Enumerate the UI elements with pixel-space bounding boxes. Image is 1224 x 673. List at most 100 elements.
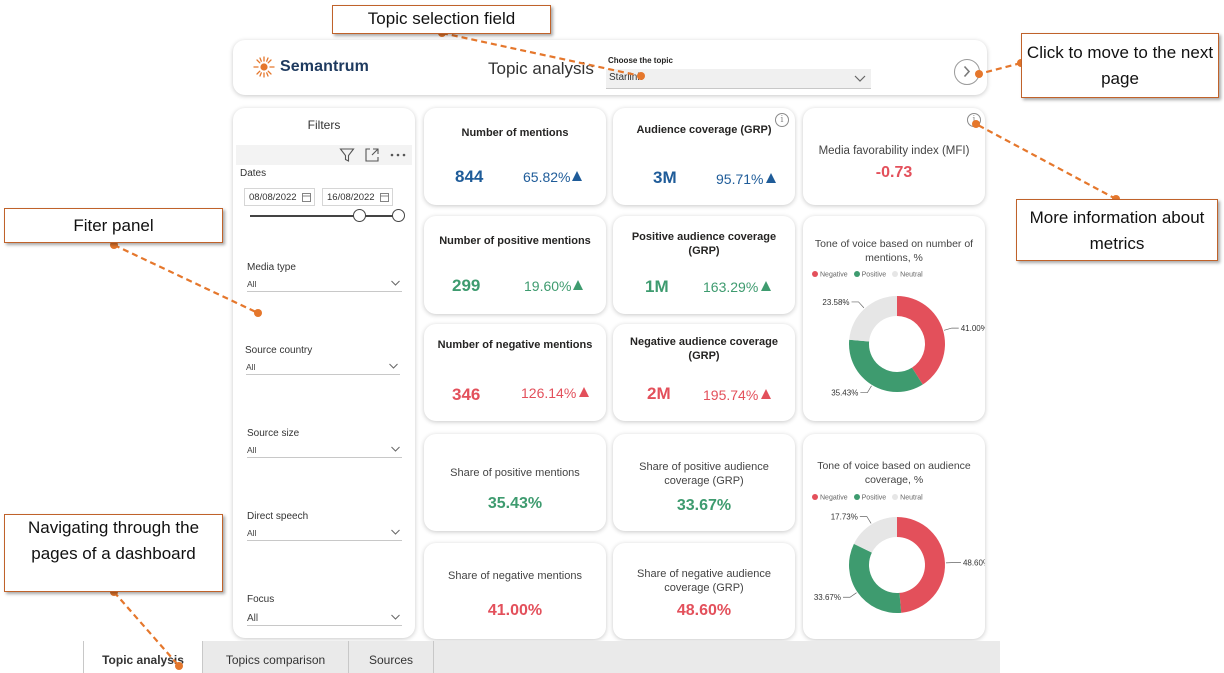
- negative-audience-title: Negative audience coverage (GRP): [630, 336, 778, 362]
- positive-mentions-change: 19.60%: [524, 278, 572, 294]
- mfi-value: -0.73: [875, 164, 913, 181]
- leader-line: [851, 301, 865, 309]
- donut-slice-positive[interactable]: [849, 339, 923, 392]
- tone-mentions-chart-title: Tone of voice based on number of mention…: [814, 238, 974, 264]
- chevron-right-icon: [963, 65, 971, 78]
- audience-value: 3M: [653, 168, 677, 187]
- leader-line: [860, 385, 872, 394]
- negative-audience-value: 2M: [647, 384, 671, 403]
- chart-legend: Negative Positive Neutral: [812, 271, 923, 279]
- sun-logo-icon: [253, 56, 275, 78]
- tab-topic-analysis[interactable]: Topic analysis: [83, 641, 203, 673]
- direct-speech-select[interactable]: All: [247, 525, 402, 541]
- topic-select[interactable]: Starlink: [606, 69, 871, 89]
- audience-card: Audience coverage (GRP) i 3M 95.71%: [613, 108, 795, 205]
- page-tabs: Topic analysis Topics comparison Sources: [83, 641, 1000, 673]
- tone-audience-chart-title: Tone of voice based on audience coverage…: [817, 460, 971, 486]
- mentions-card: Number of mentions 844 65.82%: [424, 108, 606, 205]
- data-label-positive: 33.67%: [814, 593, 841, 602]
- callout-filter-panel: Fiter panel: [4, 208, 223, 243]
- tone-mentions-chart-card: Tone of voice based on number of mention…: [803, 216, 985, 421]
- chart-legend: Negative Positive Neutral: [812, 494, 923, 502]
- donut-slice-negative[interactable]: [897, 296, 945, 385]
- media-type-value: All: [247, 279, 257, 289]
- mentions-change: 65.82%: [523, 169, 571, 185]
- source-size-select[interactable]: All: [247, 442, 402, 458]
- donut-slice-positive[interactable]: [849, 543, 902, 613]
- arrow-dot: [110, 241, 118, 249]
- chevron-down-icon: [391, 446, 400, 452]
- leader-line: [943, 327, 959, 331]
- negative-mentions-value: 346: [452, 385, 481, 404]
- arrow-dot: [975, 70, 983, 78]
- chevron-down-icon: [854, 75, 866, 82]
- mfi-title: Media favorability index (MFI): [818, 145, 970, 157]
- mentions-value: 844: [455, 167, 484, 186]
- audience-title: Audience coverage (GRP): [636, 124, 772, 136]
- tab-topics-comparison[interactable]: Topics comparison: [203, 641, 349, 673]
- audience-change: 95.71%: [716, 171, 764, 187]
- negative-audience-card: Negative audience coverage (GRP) 2M 195.…: [613, 324, 795, 421]
- arrow-dot: [972, 120, 980, 128]
- tab-sources[interactable]: Sources: [349, 641, 434, 673]
- share-positive-mentions-title: Share of positive mentions: [450, 467, 580, 479]
- share-negative-mentions-value: 41.00%: [487, 602, 543, 619]
- topic-select-value: Starlink: [609, 72, 643, 83]
- arrow-dot: [175, 662, 183, 670]
- source-country-select[interactable]: All: [246, 359, 400, 375]
- topic-label: Choose the topic: [608, 56, 673, 65]
- date-to-field[interactable]: 16/08/2022: [322, 188, 393, 206]
- focus-value: All: [247, 613, 259, 624]
- donut-slice-negative[interactable]: [897, 517, 945, 613]
- date-to-value: 16/08/2022: [327, 192, 375, 203]
- logo-text: Semantrum: [280, 58, 369, 75]
- arrow-dot: [637, 72, 645, 80]
- source-country-label: Source country: [245, 345, 313, 356]
- callout-more-info: More information about metrics: [1016, 199, 1218, 261]
- share-positive-audience-card: Share of positive audience coverage (GRP…: [613, 434, 795, 531]
- header-bar: Semantrum Topic analysis Choose the topi…: [233, 40, 987, 95]
- calendar-icon: [302, 193, 311, 202]
- legend-positive: Positive: [853, 494, 886, 502]
- date-slider-start-handle[interactable]: [353, 209, 366, 222]
- dates-label: Dates: [240, 168, 267, 179]
- source-country-value: All: [246, 362, 256, 372]
- share-positive-audience-title: Share of positive audience coverage (GRP…: [639, 461, 769, 487]
- page-title: Topic analysis: [488, 59, 594, 78]
- focus-mode-icon[interactable]: [364, 147, 380, 163]
- tone-audience-chart-card: Tone of voice based on audience coverage…: [803, 434, 985, 639]
- media-type-select[interactable]: All: [247, 276, 402, 292]
- data-label-negative: 48.60%: [963, 558, 985, 567]
- focus-select[interactable]: All: [247, 610, 402, 626]
- share-negative-mentions-title: Share of negative mentions: [448, 570, 582, 582]
- more-options-icon[interactable]: [389, 147, 407, 163]
- share-negative-mentions-card: Share of negative mentions 41.00%: [424, 543, 606, 639]
- filter-icon[interactable]: [339, 147, 355, 163]
- logo: Semantrum: [253, 56, 369, 78]
- info-icon[interactable]: i: [775, 113, 789, 127]
- share-negative-audience-title: Share of negative audience coverage (GRP…: [637, 568, 771, 594]
- trend-up-icon: [573, 280, 583, 290]
- negative-mentions-card: Number of negative mentions 346 126.14%: [424, 324, 606, 421]
- negative-audience-change: 195.74%: [703, 387, 759, 403]
- arrow-dot: [110, 588, 118, 596]
- media-type-label: Media type: [247, 262, 296, 273]
- positive-audience-title: Positive audience coverage (GRP): [631, 231, 777, 257]
- date-slider-end-handle[interactable]: [392, 209, 405, 222]
- positive-mentions-value: 299: [452, 276, 481, 295]
- trend-up-icon: [761, 281, 771, 291]
- legend-positive: Positive: [853, 271, 886, 279]
- share-negative-audience-card: Share of negative audience coverage (GRP…: [613, 543, 795, 639]
- donut-slice-neutral[interactable]: [849, 296, 897, 342]
- date-from-field[interactable]: 08/08/2022: [244, 188, 315, 206]
- date-slider-track: [250, 215, 402, 217]
- arrow-dot: [254, 309, 262, 317]
- legend-negative: Negative: [812, 494, 848, 502]
- positive-audience-card: Positive audience coverage (GRP) 1M 163.…: [613, 216, 795, 314]
- legend-negative: Negative: [812, 271, 848, 279]
- data-label-neutral: 17.73%: [831, 513, 858, 522]
- leader-line: [842, 592, 857, 598]
- source-size-label: Source size: [247, 428, 300, 439]
- share-positive-mentions-value: 35.43%: [487, 495, 543, 512]
- donut-slice-neutral[interactable]: [853, 517, 897, 553]
